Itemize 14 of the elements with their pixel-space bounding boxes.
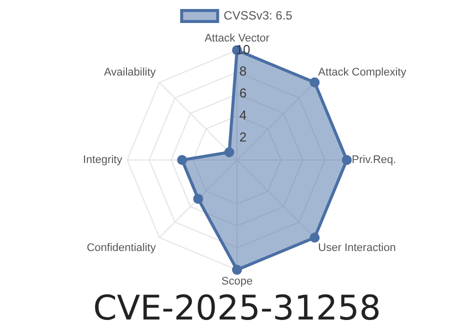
spoke-label: Availability (104, 66, 156, 78)
spoke-label: Scope (221, 275, 253, 288)
spoke-label: Integrity (83, 154, 123, 166)
spoke-label: Attack Vector (204, 32, 270, 45)
spoke-label: Attack Complexity (318, 66, 407, 78)
spoke-label: User Interaction (318, 242, 396, 254)
y-tick-label: 2 (239, 130, 247, 145)
spoke-label: Priv.Req. (352, 154, 396, 166)
y-tick-label: 6 (239, 86, 247, 101)
text: CVE-2025-31258 (93, 288, 381, 328)
legend-label: CVSSv3: 6.5 (224, 8, 293, 22)
y-tick-label: 8 (239, 64, 247, 79)
spoke-label: Confidentiality (86, 242, 156, 254)
y-tick-label: 4 (239, 108, 247, 123)
